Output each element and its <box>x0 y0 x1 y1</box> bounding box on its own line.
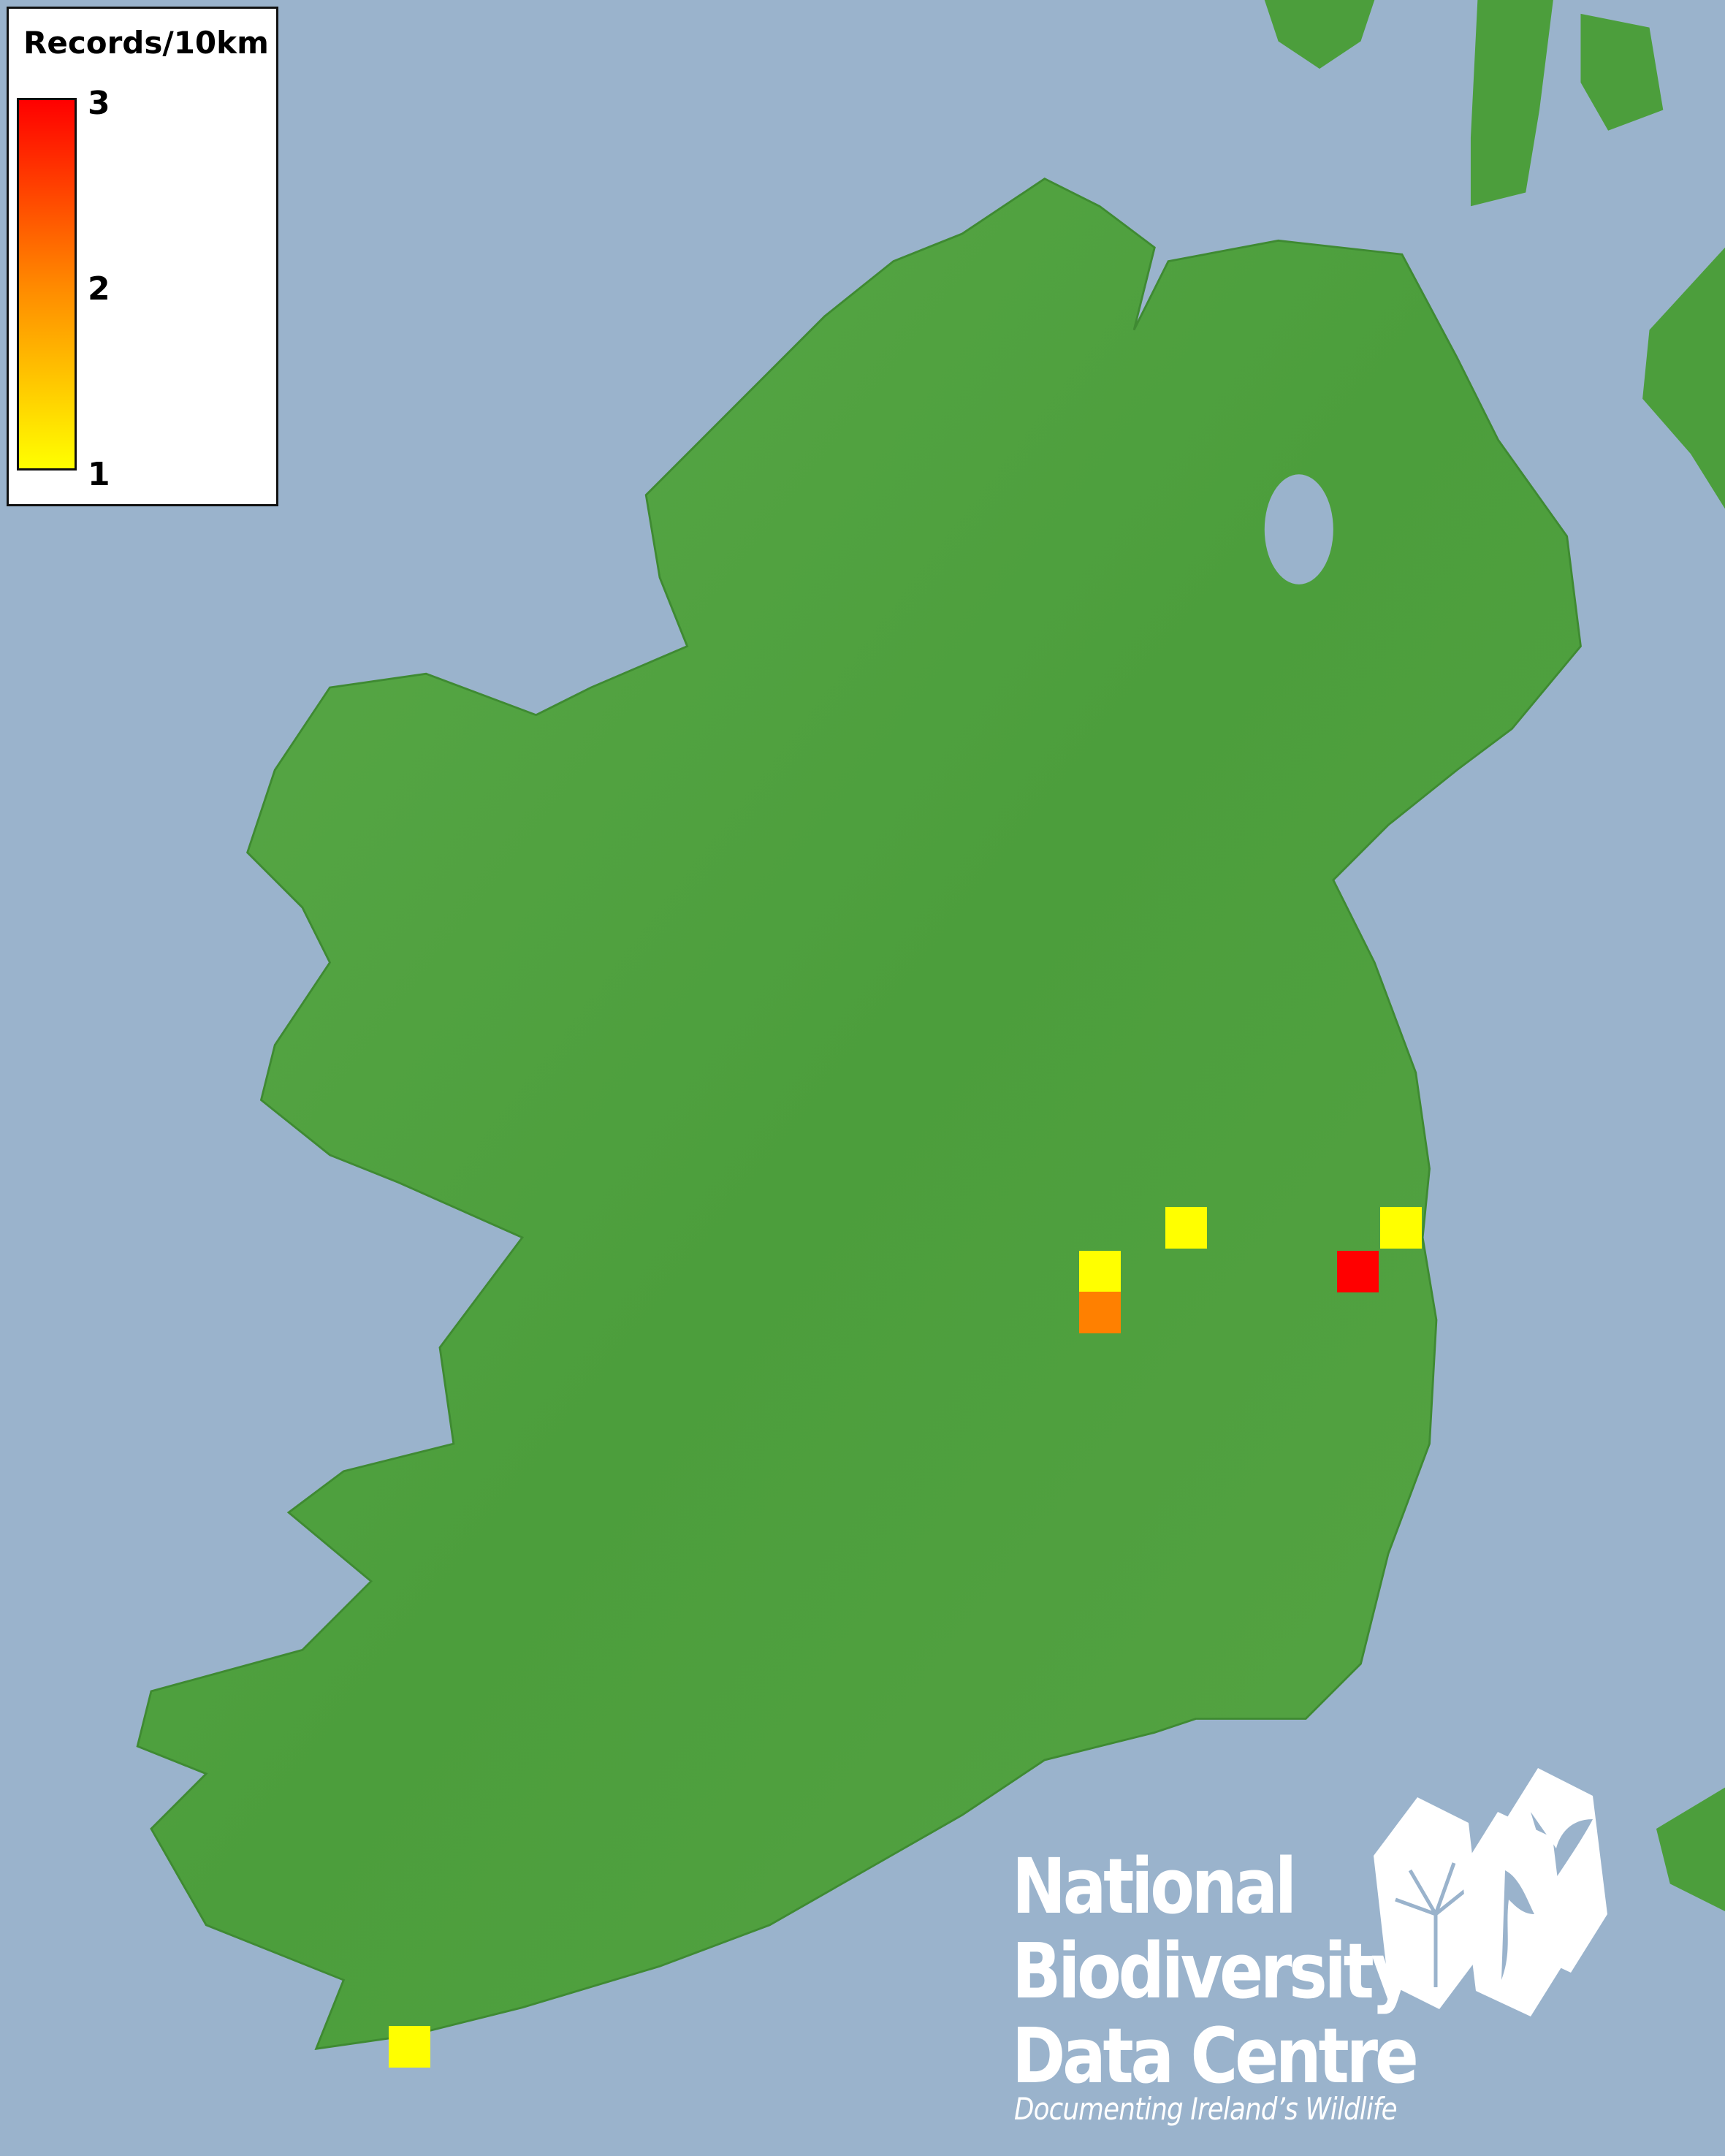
record-cell <box>1079 1251 1121 1292</box>
logo-line-data-centre: Data Centre <box>1012 2011 1419 2100</box>
logo-line-biodiversity: Biodiversity <box>1012 1927 1413 2016</box>
tree-icon <box>1374 1797 1483 2009</box>
seahorse-icon <box>1461 1812 1567 2016</box>
logo-tagline: Documenting Ireland’s Wildlife <box>1014 2091 1398 2127</box>
logo-hexagons <box>1374 1768 1607 2016</box>
record-cell <box>1079 1292 1121 1333</box>
legend: Records/10km 3 2 1 <box>7 7 278 506</box>
record-cell <box>389 2026 430 2068</box>
record-cell <box>1380 1207 1422 1249</box>
record-cell <box>1165 1207 1207 1249</box>
legend-colorbar <box>17 98 77 471</box>
legend-tick-mid: 2 <box>88 270 110 308</box>
logo-line-national: National <box>1012 1842 1297 1931</box>
legend-tick-max: 3 <box>88 85 110 122</box>
ireland-landmass <box>136 178 1582 2050</box>
legend-tick-min: 1 <box>88 456 110 493</box>
lough-neagh <box>1264 474 1333 584</box>
record-cell <box>1337 1251 1379 1292</box>
legend-title: Records/10km <box>23 25 269 61</box>
